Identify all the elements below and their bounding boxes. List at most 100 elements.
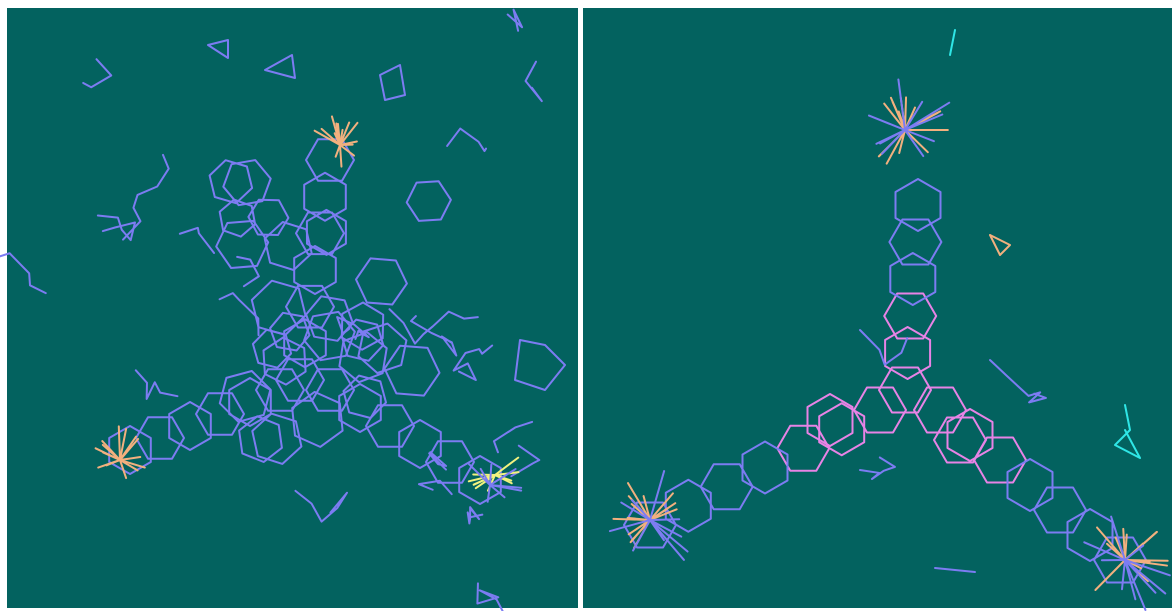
ring xyxy=(338,331,388,384)
chain xyxy=(134,369,179,400)
right-structure xyxy=(608,29,1171,611)
bond xyxy=(881,129,906,155)
ring xyxy=(251,412,303,465)
left-structure xyxy=(0,8,566,611)
bond xyxy=(649,518,681,521)
ring xyxy=(1093,536,1147,584)
bond xyxy=(904,100,924,131)
ring xyxy=(946,408,994,462)
ring xyxy=(285,284,335,329)
bond xyxy=(632,519,651,552)
bond xyxy=(620,501,651,521)
bond xyxy=(904,101,951,131)
bond xyxy=(1124,559,1157,594)
ring xyxy=(168,401,212,451)
bond xyxy=(1083,541,1126,561)
ring xyxy=(425,440,475,484)
fragment xyxy=(949,29,956,56)
ring xyxy=(664,478,712,533)
ring xyxy=(269,311,311,352)
bond xyxy=(1094,559,1126,591)
bond xyxy=(339,121,351,146)
bond xyxy=(94,447,121,461)
fragment xyxy=(989,234,1011,256)
bond xyxy=(486,484,491,503)
ring xyxy=(818,402,866,457)
bond xyxy=(119,437,140,461)
ring xyxy=(305,295,354,342)
ring xyxy=(806,393,854,447)
bond xyxy=(630,499,651,521)
bond xyxy=(867,114,906,131)
bond xyxy=(1096,526,1126,561)
bond xyxy=(904,113,944,131)
bond xyxy=(119,455,142,461)
chain xyxy=(446,127,488,153)
ring xyxy=(338,383,382,433)
chain xyxy=(452,344,494,382)
bond xyxy=(97,459,121,469)
chain xyxy=(236,255,260,288)
ring xyxy=(108,425,152,475)
chain xyxy=(122,153,170,241)
chain xyxy=(388,308,479,345)
ring xyxy=(355,257,408,306)
ring xyxy=(208,159,254,205)
right-viewport xyxy=(583,8,1172,608)
bond xyxy=(649,508,678,521)
bond xyxy=(334,144,341,158)
chain xyxy=(859,456,896,481)
bond xyxy=(119,459,139,472)
fragment xyxy=(207,39,229,59)
bond xyxy=(1124,559,1137,601)
left-viewport xyxy=(7,8,578,608)
bond xyxy=(467,462,491,486)
bond xyxy=(489,468,517,486)
ring xyxy=(303,310,356,362)
ring xyxy=(195,392,245,436)
chain xyxy=(336,316,370,340)
bond xyxy=(101,443,121,461)
bond xyxy=(1124,559,1171,577)
bond xyxy=(119,459,146,469)
bond xyxy=(330,115,341,146)
ring xyxy=(1006,458,1054,512)
bond xyxy=(897,78,906,131)
ring xyxy=(883,292,938,340)
bond xyxy=(649,519,689,553)
ring xyxy=(293,245,337,295)
bond xyxy=(119,459,128,480)
chain xyxy=(506,8,524,32)
ring xyxy=(458,455,502,505)
chain xyxy=(82,58,113,89)
fragment xyxy=(379,64,406,101)
bond xyxy=(339,144,343,168)
chain xyxy=(294,489,348,523)
bond xyxy=(904,129,935,143)
ring xyxy=(215,219,270,269)
chain xyxy=(466,506,484,525)
chain xyxy=(510,444,541,478)
bond xyxy=(649,519,685,561)
ring xyxy=(933,416,987,464)
bond xyxy=(339,121,359,146)
chain xyxy=(492,420,534,454)
bond xyxy=(891,100,906,131)
fragment xyxy=(934,567,976,573)
ring xyxy=(398,419,442,469)
bond xyxy=(489,463,493,486)
ring xyxy=(741,440,789,495)
bond xyxy=(320,127,341,146)
ring xyxy=(251,328,293,369)
ring xyxy=(889,252,937,306)
ring xyxy=(894,178,942,232)
ring xyxy=(623,501,677,549)
chain xyxy=(96,214,136,242)
bond xyxy=(642,495,651,521)
ring xyxy=(383,344,441,397)
bond xyxy=(904,129,925,158)
fragment xyxy=(264,54,296,79)
bond xyxy=(1122,527,1126,561)
ring xyxy=(878,366,932,414)
bond xyxy=(879,129,906,145)
